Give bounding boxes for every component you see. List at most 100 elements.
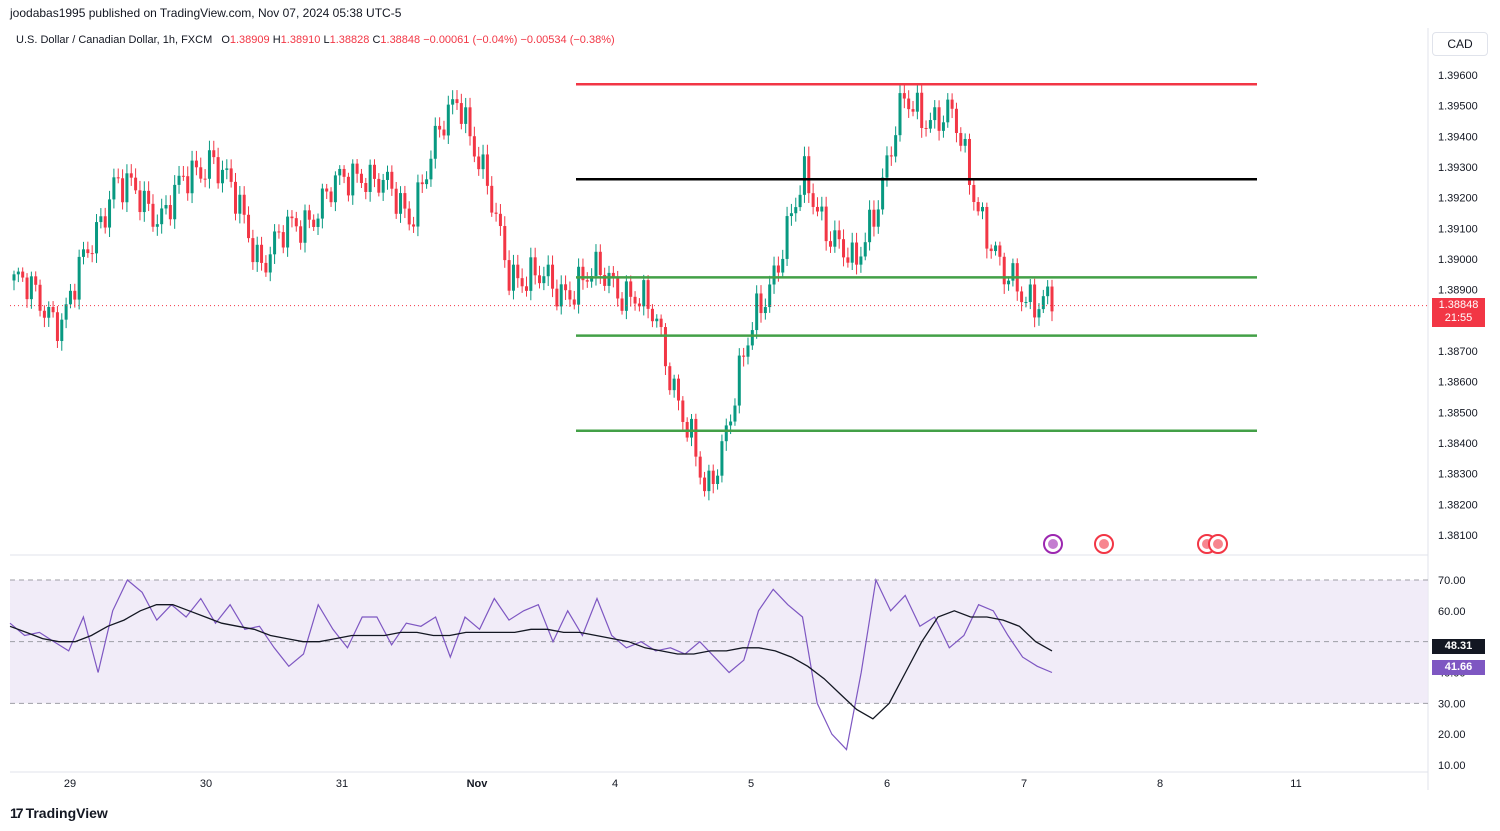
candle-body — [177, 175, 181, 185]
candle-body — [755, 293, 759, 331]
candle — [112, 168, 116, 209]
time-tick-label: 4 — [612, 778, 618, 790]
time-tick-label: 7 — [1021, 778, 1027, 790]
candle-body — [538, 275, 542, 284]
candle-body — [34, 276, 38, 285]
low-label: L — [323, 34, 330, 46]
candle — [807, 146, 811, 203]
candle — [889, 146, 893, 166]
candle-body — [829, 241, 833, 247]
candle-body — [399, 193, 403, 214]
candle — [524, 276, 528, 297]
candle — [220, 160, 224, 193]
candle — [872, 200, 876, 237]
price-tick-label: 1.38300 — [1438, 469, 1478, 481]
candle — [390, 165, 394, 196]
candle-body — [663, 327, 667, 367]
candle — [798, 185, 802, 212]
candle — [199, 157, 203, 183]
tradingview-brand[interactable]: 17 TradingView — [10, 805, 108, 821]
candle — [676, 374, 680, 411]
candle — [620, 292, 624, 315]
candle-body — [698, 456, 702, 478]
candle-body — [920, 92, 924, 128]
candle — [981, 202, 985, 220]
candle-body — [403, 193, 407, 209]
candle-body — [933, 107, 937, 121]
candle — [399, 186, 403, 223]
candle — [203, 169, 207, 188]
candle — [142, 181, 146, 222]
candle-body — [668, 366, 672, 391]
candle — [377, 173, 381, 197]
candle-body — [807, 156, 811, 194]
candle — [533, 247, 537, 285]
candle — [989, 244, 993, 259]
candle — [229, 159, 233, 188]
candle — [833, 220, 837, 253]
candle — [403, 185, 407, 219]
candle — [433, 117, 437, 169]
candle-body — [646, 280, 650, 309]
candle-body — [147, 190, 151, 204]
candle-body — [268, 254, 272, 273]
candle — [846, 247, 850, 268]
candle — [755, 285, 759, 339]
candle-body — [720, 441, 724, 476]
candle — [477, 146, 481, 176]
candle — [77, 249, 81, 310]
candle-body — [377, 178, 381, 193]
candle-body — [151, 203, 155, 227]
candle-body — [611, 272, 615, 278]
candle — [703, 471, 707, 497]
candle — [459, 93, 463, 130]
candle-body — [559, 284, 563, 307]
candle-body — [529, 257, 533, 291]
candle — [338, 165, 342, 185]
time-tick-label: 31 — [336, 778, 348, 790]
candle — [320, 183, 324, 229]
candle-body — [90, 253, 94, 255]
candle-body — [711, 470, 715, 484]
candle-body — [381, 179, 385, 193]
candle-body — [516, 264, 520, 279]
rsi-tick-label: 10.00 — [1438, 760, 1466, 772]
candle — [698, 451, 702, 485]
candle — [802, 146, 806, 203]
candle-body — [585, 280, 589, 282]
us-flag-icon-dot — [1213, 539, 1223, 549]
price-tick-label: 1.39600 — [1438, 70, 1478, 82]
candle-body — [346, 176, 350, 196]
currency-button[interactable]: CAD — [1432, 32, 1488, 56]
candle — [824, 196, 828, 251]
candle — [759, 285, 763, 323]
candle-body — [976, 202, 980, 212]
candle — [451, 90, 455, 115]
candle-body — [21, 271, 25, 278]
symbol-title: U.S. Dollar / Canadian Dollar, 1h, FXCM — [16, 34, 213, 46]
candle-body — [772, 265, 776, 285]
candle-body — [186, 176, 190, 194]
candle — [829, 231, 833, 253]
candle-body — [959, 133, 963, 146]
candle — [737, 348, 741, 414]
candle-body — [642, 280, 646, 307]
candle-body — [1002, 256, 1006, 285]
candle-body — [759, 293, 763, 314]
candle — [998, 241, 1002, 266]
candle — [464, 97, 468, 134]
price-tick-label: 1.38100 — [1438, 530, 1478, 542]
candle-body — [412, 224, 416, 227]
candle — [168, 195, 172, 226]
candle-body — [1037, 309, 1041, 318]
time-tick-label: 6 — [884, 778, 890, 790]
candle — [186, 166, 190, 201]
candle — [646, 275, 650, 319]
candle-body — [112, 177, 116, 200]
candle — [273, 224, 277, 264]
candle — [103, 207, 107, 234]
candle — [329, 187, 333, 207]
candle-body — [911, 109, 915, 112]
candle — [264, 255, 268, 277]
